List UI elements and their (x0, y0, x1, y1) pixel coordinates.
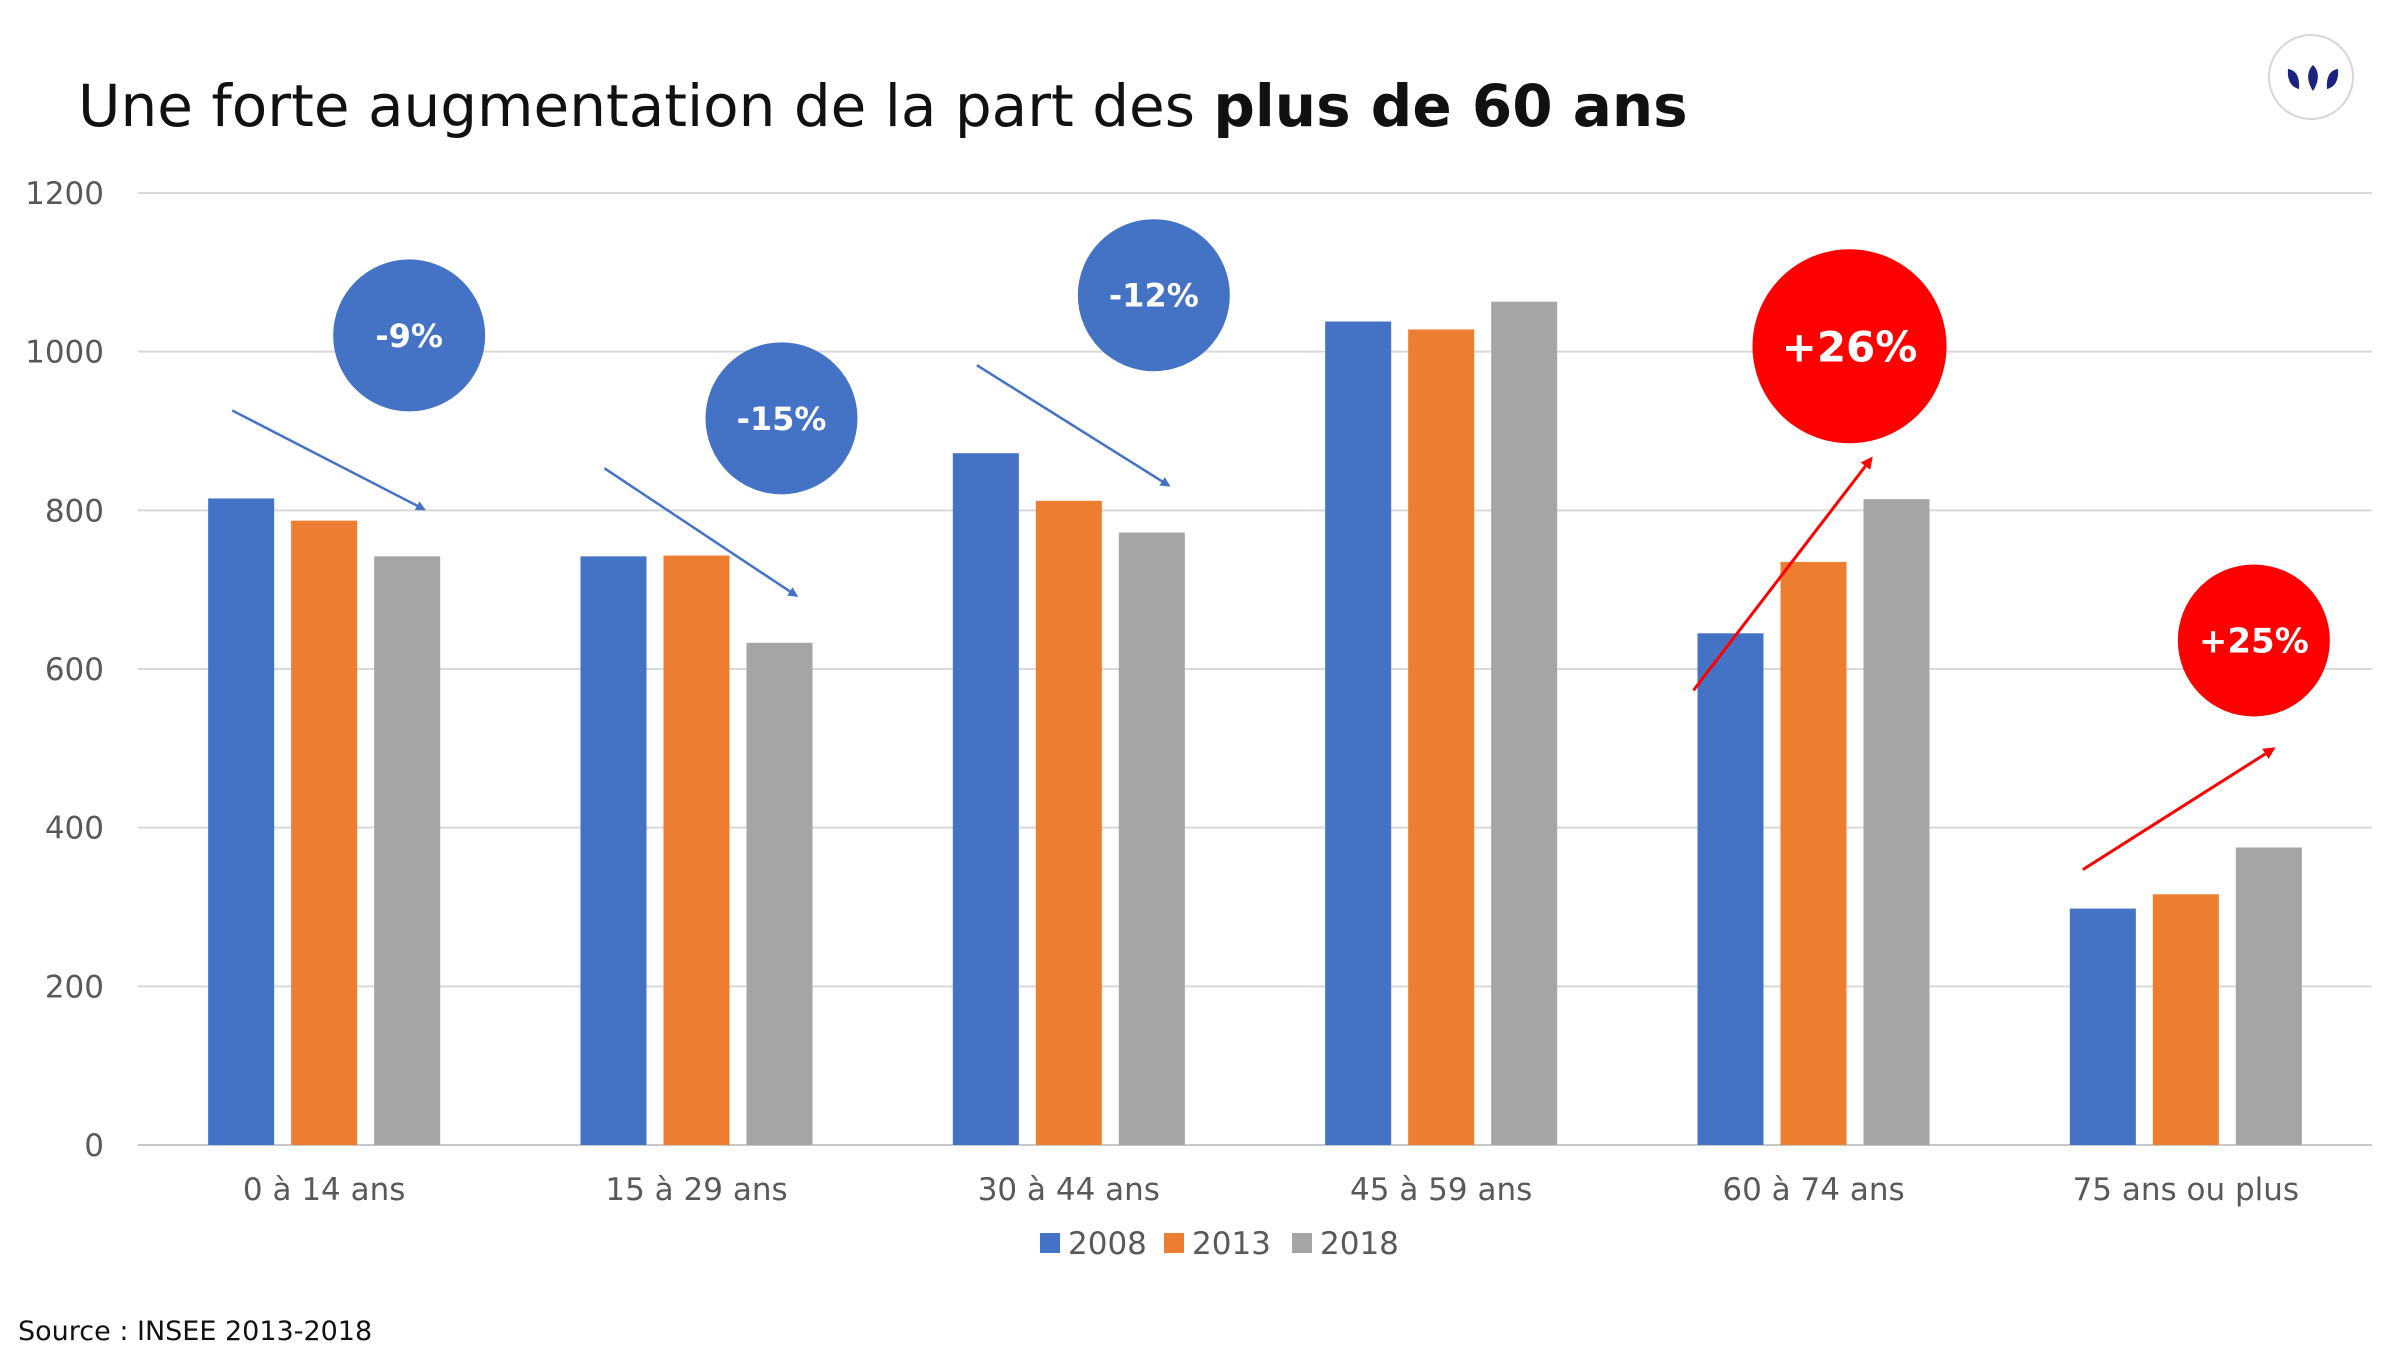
change-label: -15% (737, 400, 827, 438)
title-prefix: Une forte augmentation de la part des (78, 72, 1214, 140)
trend-arrow-icon (1692, 456, 1873, 692)
bar-2008-3 (1325, 321, 1392, 1145)
bar-2013-4 (1780, 561, 1847, 1145)
bar-2008-0 (208, 498, 275, 1145)
bar-2013-5 (2152, 894, 2219, 1145)
y-tick-label: 800 (45, 493, 104, 529)
x-tick-label: 60 à 74 ans (1722, 1172, 1904, 1208)
x-tick-label: 0 à 14 ans (243, 1172, 406, 1208)
change-label: +25% (2199, 622, 2309, 662)
change-bubble (1077, 219, 1230, 372)
page-title: Une forte augmentation de la part des pl… (78, 72, 1688, 140)
change-bubble (333, 259, 486, 412)
bar-2013-3 (1408, 329, 1475, 1145)
trend-arrow-icon (976, 364, 1171, 487)
change-label: -12% (1109, 277, 1199, 315)
legend-label: 2013 (1192, 1226, 1271, 1262)
bar-2013-1 (663, 555, 730, 1145)
leaves-logo-icon (2268, 34, 2354, 120)
change-bubble (705, 342, 858, 495)
x-tick-label: 45 à 59 ans (1350, 1172, 1532, 1208)
bar-2018-0 (374, 556, 441, 1145)
bar-2008-2 (952, 453, 1019, 1145)
source-note: Source : INSEE 2013-2018 (18, 1316, 373, 1347)
y-tick-label: 600 (45, 652, 104, 688)
change-label: -9% (375, 317, 443, 355)
bar-2018-3 (1491, 301, 1558, 1146)
change-label: +26% (1782, 322, 1918, 371)
change-bubble (1752, 249, 1947, 444)
trend-arrow-icon (2082, 747, 2276, 871)
y-tick-label: 400 (45, 811, 104, 847)
trend-arrow-icon (603, 467, 799, 597)
legend-swatch (1040, 1233, 1060, 1253)
x-tick-label: 15 à 29 ans (605, 1172, 787, 1208)
legend-swatch (1292, 1233, 1312, 1253)
legend-swatch (1164, 1233, 1184, 1253)
trend-arrow-icon (231, 409, 426, 511)
bar-2018-5 (2235, 847, 2302, 1145)
bar-2013-0 (291, 520, 358, 1145)
bar-2008-5 (2069, 908, 2136, 1145)
legend-label: 2018 (1320, 1226, 1399, 1262)
y-tick-label: 200 (45, 969, 104, 1005)
bar-2013-2 (1035, 500, 1102, 1145)
y-tick-label: 1200 (25, 176, 104, 212)
bar-2008-1 (580, 556, 647, 1145)
bar-2008-4 (1697, 633, 1764, 1145)
x-tick-label: 30 à 44 ans (978, 1172, 1160, 1208)
bar-2018-4 (1863, 499, 1930, 1145)
change-bubble (2177, 564, 2330, 717)
bar-2018-2 (1118, 532, 1185, 1145)
bar-2018-1 (746, 642, 813, 1145)
x-tick-label: 75 ans ou plus (2073, 1172, 2300, 1208)
legend-label: 2008 (1068, 1226, 1147, 1262)
title-bold: plus de 60 ans (1213, 72, 1688, 140)
y-tick-label: 0 (84, 1128, 104, 1164)
y-tick-label: 1000 (25, 335, 104, 371)
